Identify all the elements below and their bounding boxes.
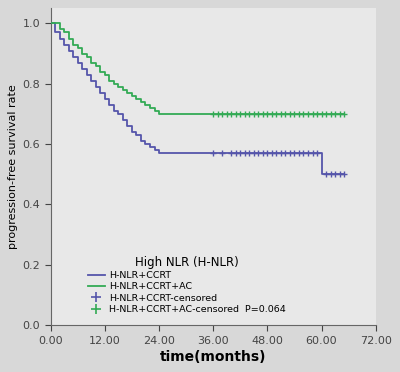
Legend: H-NLR+CCRT, H-NLR+CCRT+AC, H-NLR+CCRT-censored, H-NLR+CCRT+AC-censored  P=0.064: H-NLR+CCRT, H-NLR+CCRT+AC, H-NLR+CCRT-ce… xyxy=(88,256,286,314)
Y-axis label: progression-free survival rate: progression-free survival rate xyxy=(8,84,18,249)
X-axis label: time(months): time(months) xyxy=(160,350,266,364)
